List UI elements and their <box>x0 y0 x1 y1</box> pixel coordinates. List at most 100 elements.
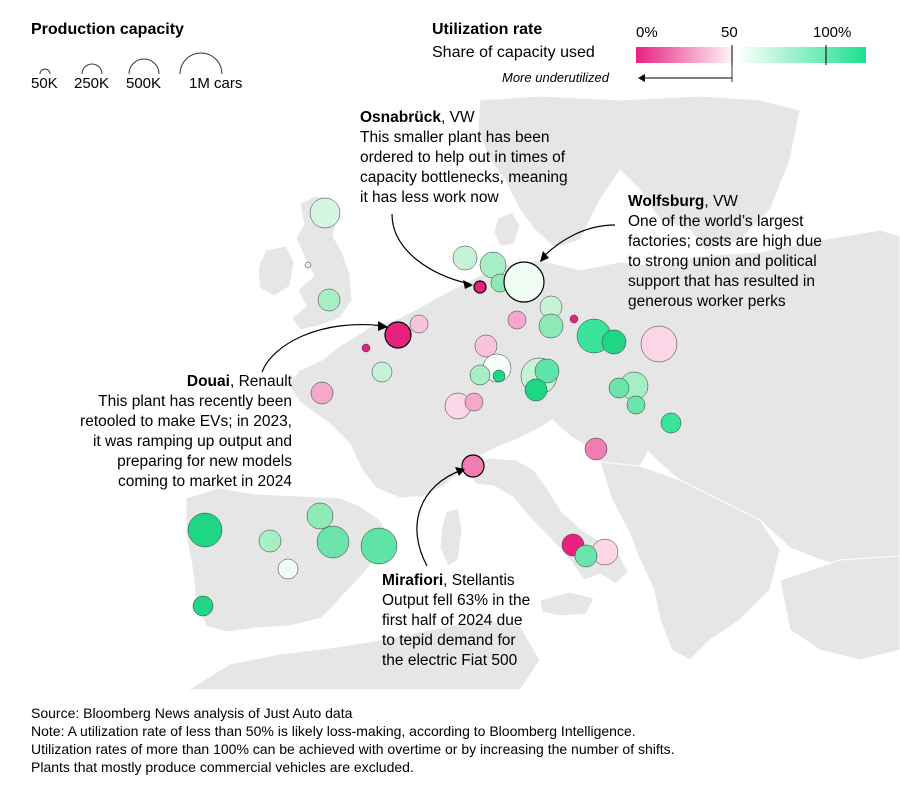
plant-bubble[interactable] <box>534 358 560 384</box>
plant-bubble[interactable] <box>574 544 598 568</box>
size-label-250k: 250K <box>74 75 110 92</box>
plant-bubble[interactable] <box>192 595 214 617</box>
plant-bubble[interactable] <box>310 381 334 405</box>
turkey <box>779 555 900 661</box>
arrowhead-icon <box>463 280 473 289</box>
annotation-line: capacity bottlenecks, meaning <box>360 169 568 186</box>
annotation-line: This plant has recently been <box>98 393 292 410</box>
annotation-line: coming to market in 2024 <box>117 473 292 490</box>
plant-bubble[interactable] <box>258 529 282 553</box>
size-label-1m: 1M cars <box>189 75 243 92</box>
scale-label-0: 0% <box>636 24 658 41</box>
plant-bubble[interactable] <box>584 437 608 461</box>
annotation-line: ordered to help out in times of <box>360 149 566 166</box>
plant-bubbles <box>187 197 682 617</box>
arrow-left-icon <box>638 74 645 82</box>
annotation-line: to strong union and political <box>628 253 817 270</box>
annotation-wolfsburg: Wolfsburg, VW One of the world’s largest… <box>628 192 822 312</box>
north-africa <box>186 619 541 691</box>
mirafiori-arrow <box>416 469 463 567</box>
place-name: Wolfsburg <box>628 193 705 210</box>
annotation-line: This smaller plant has been <box>360 129 550 146</box>
size-legend-glyphs <box>39 52 223 75</box>
plant-bubble-douai[interactable] <box>384 321 412 349</box>
place-name: Osnabrück <box>360 109 441 126</box>
plant-bubble[interactable] <box>409 314 429 334</box>
plant-bubble[interactable] <box>187 512 223 548</box>
plant-bubble[interactable] <box>361 343 371 353</box>
plant-bubble[interactable] <box>474 334 498 358</box>
annotation-line: support that has resulted in <box>628 273 815 290</box>
plant-bubble[interactable] <box>601 329 627 355</box>
annotation-arrows <box>261 213 616 567</box>
place-name: Douai <box>186 373 230 390</box>
annotation-mirafiori: Mirafiori, Stellantis Output fell 63% in… <box>382 571 530 671</box>
underutilized-label: More underutilized <box>502 70 609 85</box>
arrowhead-icon <box>378 321 388 331</box>
annotation-line: Output fell 63% in the <box>382 592 531 609</box>
plant-bubble-wolfsburg[interactable] <box>503 261 545 303</box>
annotation-douai: Douai, Renault This plant has recently b… <box>40 372 292 492</box>
plant-bubble[interactable] <box>304 261 312 269</box>
annotation-line: it was ramping up output and <box>92 433 292 450</box>
arrow-heads <box>378 251 549 476</box>
plant-bubble-osnabruck[interactable] <box>473 280 487 294</box>
sardinia-corsica <box>439 507 463 567</box>
annotation-line: preparing for new models <box>117 453 292 470</box>
methodology-note: Note: A utilization rate of less than 50… <box>31 723 636 739</box>
plant-bubble[interactable] <box>306 502 334 530</box>
annotation-osnabruck: Osnabrück, VW This smaller plant has bee… <box>360 108 568 208</box>
plant-bubble[interactable] <box>608 377 630 399</box>
plant-bubble[interactable] <box>626 395 646 415</box>
denmark <box>493 211 521 247</box>
plant-bubble[interactable] <box>316 525 350 559</box>
scale-label-50: 50 <box>721 24 738 41</box>
annotation-line: retooled to make EVs; in 2023, <box>80 413 292 430</box>
scale-label-100: 100% <box>813 24 852 41</box>
annotation-line: to tepid demand for <box>382 632 516 649</box>
color-legend-title: Utilization rate <box>432 21 543 38</box>
plant-bubble[interactable] <box>309 197 341 229</box>
plant-bubble[interactable] <box>640 325 678 363</box>
plant-bubble-mirafiori[interactable] <box>461 454 485 478</box>
methodology-note: Utilization rates of more than 100% can … <box>31 741 675 757</box>
size-glyph-250k <box>81 63 103 75</box>
company-name: , Renault <box>229 373 292 390</box>
annotation-line: it has less work now <box>360 189 499 206</box>
plant-bubble[interactable] <box>469 364 491 386</box>
company-name: , VW <box>704 193 738 210</box>
plant-bubble[interactable] <box>464 392 484 412</box>
plant-bubble[interactable] <box>507 310 527 330</box>
size-legend-title: Production capacity <box>31 21 184 38</box>
size-glyph-1m <box>179 52 223 75</box>
company-name: , VW <box>440 109 475 126</box>
color-legend-subtitle: Share of capacity used <box>432 44 595 61</box>
annotation-line: generous worker perks <box>628 293 786 310</box>
plant-bubble[interactable] <box>360 527 398 565</box>
wolfsburg-arrow <box>541 224 616 259</box>
plant-bubble[interactable] <box>524 378 548 402</box>
annotation-line: One of the world’s largest <box>628 213 804 230</box>
annotation-line: the electric Fiat 500 <box>382 652 518 669</box>
plant-bubble[interactable] <box>660 412 682 434</box>
plant-bubble[interactable] <box>569 314 579 324</box>
plant-bubble[interactable] <box>277 558 299 580</box>
plant-bubble[interactable] <box>452 245 478 271</box>
plant-bubble[interactable] <box>538 313 564 339</box>
douai-arrow <box>261 324 385 373</box>
methodology-note: Plants that mostly produce commercial ve… <box>31 759 414 775</box>
sicily <box>539 591 595 617</box>
balkan-peninsula <box>599 461 781 661</box>
arrowhead-icon <box>455 467 465 476</box>
arrowhead-icon <box>540 251 549 262</box>
place-name: Mirafiori <box>382 572 444 589</box>
annotation-line: first half of 2024 due <box>382 612 523 629</box>
plant-bubble[interactable] <box>371 361 393 383</box>
plant-bubble[interactable] <box>492 369 506 383</box>
size-label-50k: 50K <box>31 75 58 92</box>
plant-bubble[interactable] <box>317 288 341 312</box>
land-masses <box>185 95 900 691</box>
ireland <box>257 245 295 297</box>
size-label-500k: 500K <box>126 75 162 92</box>
